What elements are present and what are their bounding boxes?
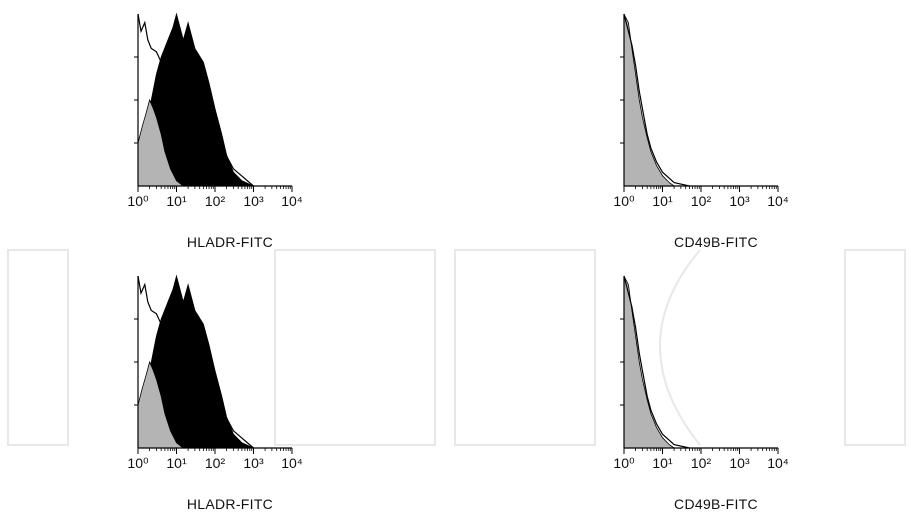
series-outline-2 — [137, 13, 254, 187]
series-outline-1 — [623, 13, 690, 187]
x-tick-label: 10¹ — [652, 455, 673, 471]
series-fill-0 — [137, 12, 254, 187]
histogram-plot: 10⁰ 10¹ 10² 10³ 10⁴ — [613, 13, 789, 209]
histogram-panel-hladr-top: 10⁰ 10¹ 10² 10³ 10⁴ HLADR-FITC — [127, 6, 330, 256]
histogram-plot: 10⁰ 10¹ 10² 10³ 10⁴ — [127, 12, 303, 209]
x-tick-label: 10⁴ — [767, 193, 789, 209]
x-tick-label: 10² — [205, 455, 226, 471]
x-tick-label: 10⁴ — [281, 455, 303, 471]
series-outline-1 — [623, 275, 690, 449]
series-fill-1 — [137, 360, 185, 449]
x-tick-label: 10⁰ — [127, 455, 149, 471]
histogram-panel-hladr-bottom: 10⁰ 10¹ 10² 10³ 10⁴ HLADR-FITC — [127, 268, 330, 518]
x-tick-label: 10¹ — [652, 193, 673, 209]
x-tick-label: 10⁴ — [767, 455, 789, 471]
series-fill-1 — [137, 98, 185, 187]
x-tick-label: 10⁰ — [127, 193, 149, 209]
series-fill-0 — [623, 13, 676, 187]
x-tick-label: 10³ — [243, 193, 264, 209]
x-tick-label: 10² — [205, 193, 226, 209]
series-outline-2 — [137, 275, 254, 449]
histogram-panel-cd49b-top: 10⁰ 10¹ 10² 10³ 10⁴ CD49B-FITC — [613, 6, 816, 256]
series-fill-0 — [137, 274, 254, 449]
histogram-plot: 10⁰ 10¹ 10² 10³ 10⁴ — [613, 275, 789, 471]
histogram-panel-cd49b-bottom: 10⁰ 10¹ 10² 10³ 10⁴ CD49B-FITC — [613, 268, 816, 518]
x-tick-label: 10² — [691, 193, 712, 209]
x-axis-label: CD49B-FITC — [674, 234, 758, 250]
x-axis-label: CD49B-FITC — [674, 496, 758, 512]
x-tick-label: 10² — [691, 455, 712, 471]
x-tick-label: 10³ — [729, 455, 750, 471]
histogram-plot: 10⁰ 10¹ 10² 10³ 10⁴ — [127, 274, 303, 471]
x-tick-label: 10³ — [729, 193, 750, 209]
x-tick-label: 10⁴ — [281, 193, 303, 209]
x-axis-label: HLADR-FITC — [186, 496, 274, 512]
x-tick-label: 10⁰ — [613, 455, 635, 471]
x-axis-label: HLADR-FITC — [186, 234, 274, 250]
x-tick-label: 10¹ — [166, 455, 187, 471]
x-tick-label: 10¹ — [166, 193, 187, 209]
x-tick-label: 10⁰ — [613, 193, 635, 209]
x-tick-label: 10³ — [243, 455, 264, 471]
series-fill-0 — [623, 275, 676, 449]
